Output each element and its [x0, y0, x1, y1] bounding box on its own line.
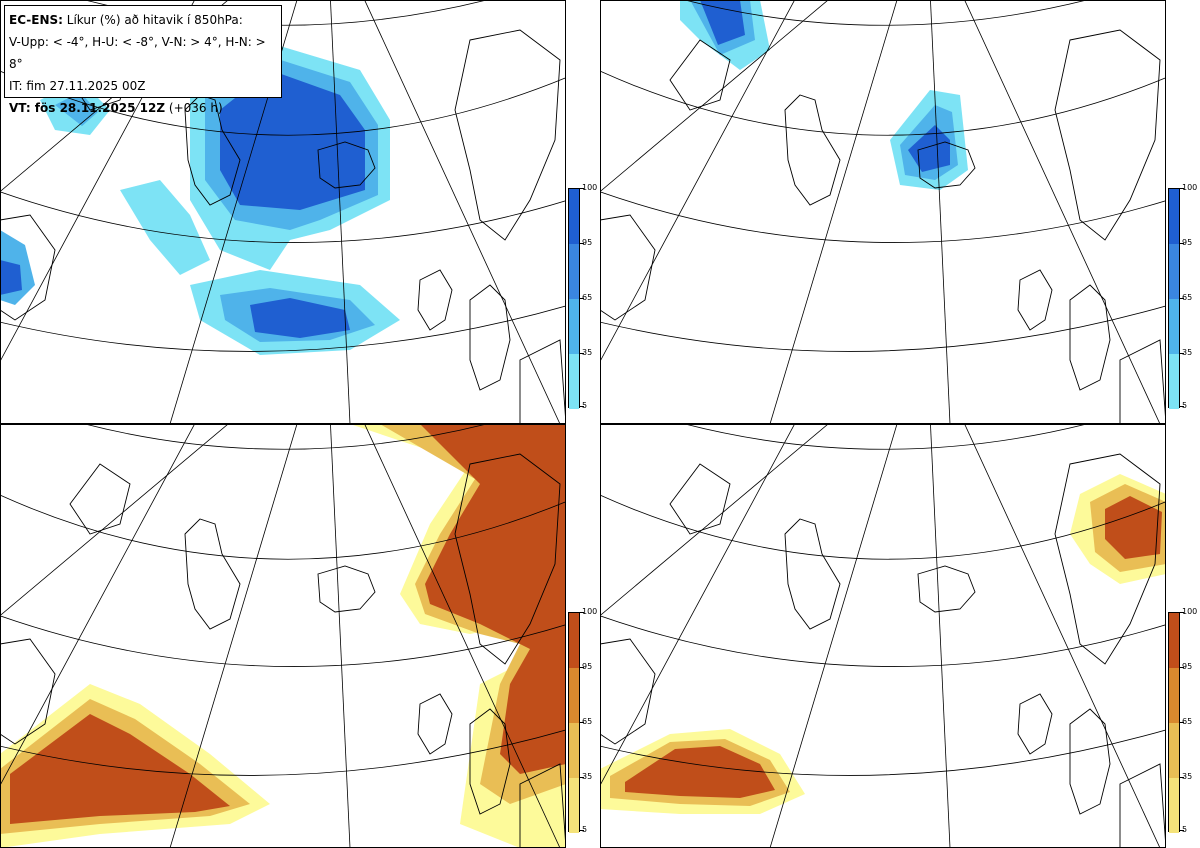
- colorbar-segment: [569, 244, 579, 299]
- colorbar-segment: [569, 354, 579, 409]
- colorbar-tick-label: 65: [1182, 717, 1193, 726]
- map-h-n: [600, 424, 1166, 848]
- legend-vt: VT: fös 28.11.2025 12Z: [9, 101, 166, 115]
- probability-field-h-n: [600, 474, 1166, 814]
- colorbar-tick-label: 5: [582, 401, 588, 410]
- legend-model: EC-ENS:: [9, 13, 63, 27]
- colorbar-tick-mark: [1180, 777, 1184, 778]
- legend-line-1: EC-ENS: Líkur (%) að hitavik í 850hPa:: [9, 9, 277, 31]
- map-v-upp: [0, 0, 566, 424]
- map-v-n: [0, 424, 566, 848]
- colorbar-tick-mark: [580, 243, 584, 244]
- colorbar-tick-mark: [580, 188, 584, 189]
- colorbar-tick-label: 5: [582, 825, 588, 834]
- colorbar-tick-label: 100: [1182, 607, 1198, 616]
- map-h-u: [600, 0, 1166, 424]
- colorbar-tick-label: 65: [582, 293, 593, 302]
- legend-title: Líkur (%) að hitavik í 850hPa:: [66, 13, 243, 27]
- map-panel-v-upp: [0, 0, 566, 424]
- colorbar-tick-mark: [1180, 188, 1184, 189]
- map-panel-h-u: [600, 0, 1166, 424]
- colorbar-tick-label: 35: [1182, 772, 1193, 781]
- colorbar-segment: [1169, 299, 1179, 354]
- colorbar-tick-label: 100: [582, 183, 598, 192]
- colorbar-tick-label: 65: [1182, 293, 1193, 302]
- probability-field-v-n: [0, 424, 566, 848]
- colorbar-tick-label: 95: [582, 662, 593, 671]
- colorbar-tick-mark: [1180, 722, 1184, 723]
- colorbar-tick-mark: [1180, 830, 1184, 831]
- colorbar-orange: [1168, 612, 1180, 833]
- colorbar-segment: [1169, 723, 1179, 778]
- colorbar-tick-label: 35: [582, 348, 593, 357]
- colorbar-tick-mark: [580, 777, 584, 778]
- colorbar-segment: [569, 723, 579, 778]
- colorbar-segment: [569, 778, 579, 833]
- colorbar-tick-label: 100: [1182, 183, 1198, 192]
- colorbar-tick-label: 35: [582, 772, 593, 781]
- colorbar-tick-mark: [1180, 243, 1184, 244]
- colorbar-tick-mark: [1180, 667, 1184, 668]
- legend-line-4: VT: fös 28.11.2025 12Z (+036 h): [9, 97, 277, 119]
- colorbar-blue: [1168, 188, 1180, 409]
- colorbar-tick-mark: [1180, 353, 1184, 354]
- colorbar-segment: [1169, 668, 1179, 723]
- legend-lead: (+036 h): [168, 101, 223, 115]
- colorbar-tick-mark: [580, 722, 584, 723]
- colorbar-segment: [569, 299, 579, 354]
- colorbar-tick-mark: [1180, 298, 1184, 299]
- colorbar-tick-label: 65: [582, 717, 593, 726]
- probability-field-h-u: [680, 0, 968, 190]
- colorbar-segment: [1169, 354, 1179, 409]
- colorbar-tick-mark: [580, 298, 584, 299]
- map-panel-h-n: [600, 424, 1166, 848]
- colorbar-tick-label: 95: [1182, 238, 1193, 247]
- map-panel-v-n: [0, 424, 566, 848]
- colorbar-tick-label: 95: [582, 238, 593, 247]
- colorbar-tick-mark: [580, 667, 584, 668]
- colorbar-blue: [568, 188, 580, 409]
- colorbar-tick-mark: [580, 612, 584, 613]
- map-legend: EC-ENS: Líkur (%) að hitavik í 850hPa: V…: [4, 5, 282, 115]
- colorbar-tick-label: 100: [582, 607, 598, 616]
- colorbar-segment: [569, 189, 579, 244]
- legend-categories: V-Upp: < -4°, H-U: < -8°, V-N: > 4°, H-N…: [9, 35, 266, 71]
- colorbar-orange: [568, 612, 580, 833]
- colorbar-tick-label: 5: [1182, 825, 1188, 834]
- colorbar-tick-mark: [580, 830, 584, 831]
- colorbar-segment: [569, 613, 579, 668]
- colorbar-segment: [1169, 244, 1179, 299]
- colorbar-segment: [1169, 613, 1179, 668]
- colorbar-tick-label: 35: [1182, 348, 1193, 357]
- colorbar-tick-mark: [580, 406, 584, 407]
- colorbar-segment: [1169, 189, 1179, 244]
- colorbar-tick-label: 5: [1182, 401, 1188, 410]
- legend-it: IT: fim 27.11.2025 00Z: [9, 79, 146, 93]
- colorbar-tick-mark: [580, 353, 584, 354]
- colorbar-segment: [569, 668, 579, 723]
- colorbar-tick-mark: [1180, 612, 1184, 613]
- colorbar-tick-mark: [1180, 406, 1184, 407]
- colorbar-segment: [1169, 778, 1179, 833]
- colorbar-tick-label: 95: [1182, 662, 1193, 671]
